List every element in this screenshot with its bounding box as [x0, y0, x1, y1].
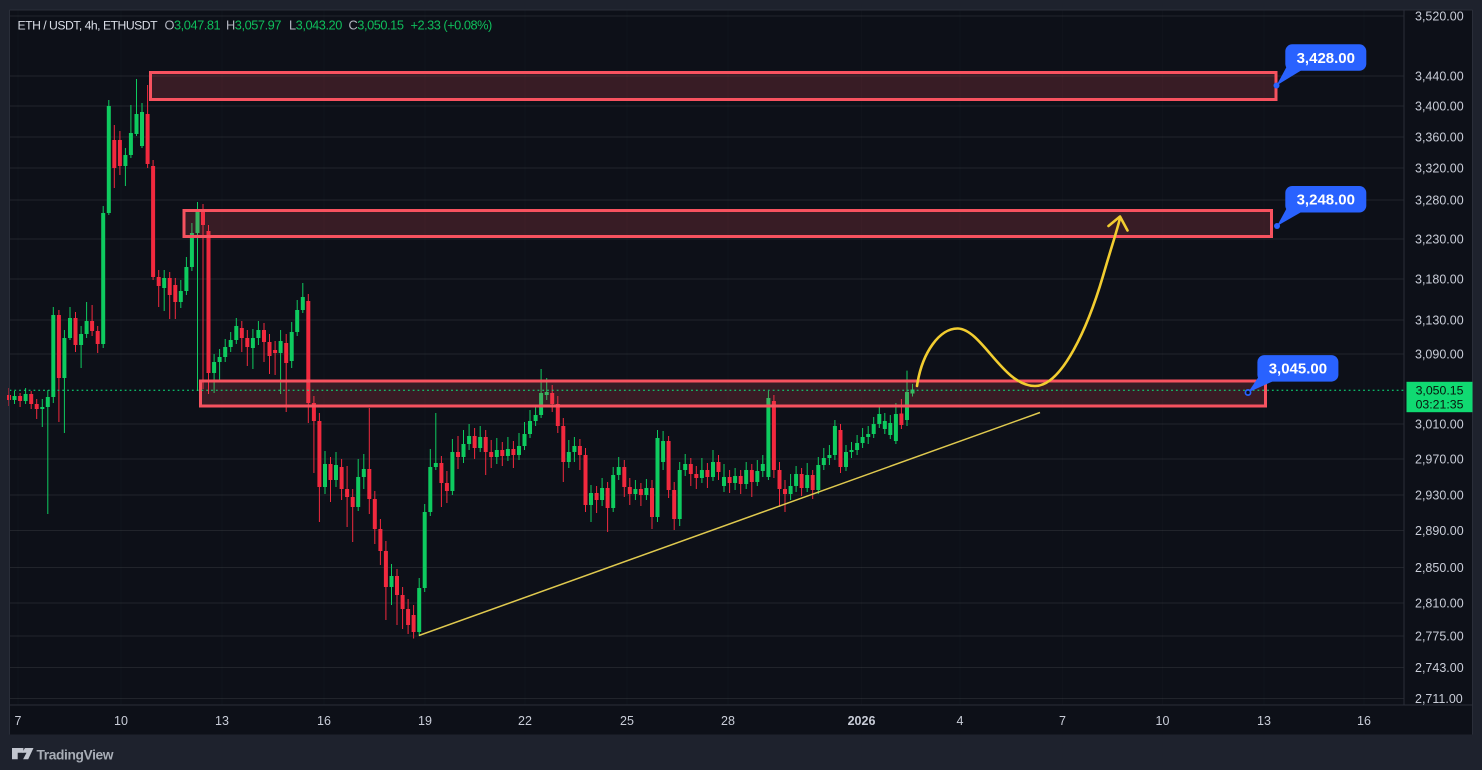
svg-text:16: 16	[1357, 714, 1371, 728]
svg-text:3,400.00: 3,400.00	[1415, 99, 1464, 113]
svg-text:13: 13	[1257, 714, 1271, 728]
svg-text:10: 10	[1156, 714, 1170, 728]
svg-text:2,890.00: 2,890.00	[1415, 524, 1464, 538]
svg-text:03:21:35: 03:21:35	[1416, 398, 1464, 412]
svg-text:2,970.00: 2,970.00	[1415, 452, 1464, 466]
svg-text:3,010.00: 3,010.00	[1415, 417, 1464, 431]
svg-text:3,360.00: 3,360.00	[1415, 130, 1464, 144]
svg-text:3,280.00: 3,280.00	[1415, 193, 1464, 207]
svg-text:L3,043.20: L3,043.20	[289, 18, 342, 33]
svg-text:2,743.00: 2,743.00	[1415, 661, 1464, 675]
svg-text:C3,050.15: C3,050.15	[349, 18, 404, 33]
svg-text:3,050.15: 3,050.15	[1416, 384, 1464, 398]
svg-text:ETH / USDT, 4h, ETHUSDT: ETH / USDT, 4h, ETHUSDT	[18, 19, 159, 33]
svg-text:3,320.00: 3,320.00	[1415, 161, 1464, 175]
svg-text:10: 10	[114, 714, 128, 728]
svg-text:TradingView: TradingView	[37, 748, 114, 763]
svg-text:28: 28	[721, 714, 735, 728]
svg-text:7: 7	[15, 714, 22, 728]
svg-text:3,428.00: 3,428.00	[1297, 50, 1355, 67]
svg-text:+2.33 (+0.08%): +2.33 (+0.08%)	[411, 18, 492, 33]
svg-text:3,440.00: 3,440.00	[1415, 69, 1464, 83]
svg-text:2026: 2026	[848, 714, 876, 728]
svg-text:3,130.00: 3,130.00	[1415, 313, 1464, 327]
svg-text:22: 22	[518, 714, 532, 728]
svg-text:2,711.00: 2,711.00	[1415, 692, 1463, 706]
svg-text:4: 4	[957, 714, 964, 728]
svg-text:O3,047.81: O3,047.81	[165, 18, 221, 33]
svg-text:16: 16	[317, 714, 331, 728]
svg-text:3,230.00: 3,230.00	[1415, 232, 1464, 246]
svg-text:2,850.00: 2,850.00	[1415, 561, 1464, 575]
svg-text:7: 7	[1059, 714, 1066, 728]
svg-text:2,930.00: 2,930.00	[1415, 488, 1464, 502]
svg-text:H3,057.97: H3,057.97	[226, 18, 281, 33]
svg-text:3,090.00: 3,090.00	[1415, 347, 1464, 361]
svg-text:25: 25	[620, 714, 634, 728]
svg-text:3,520.00: 3,520.00	[1415, 9, 1464, 23]
svg-text:3,180.00: 3,180.00	[1415, 272, 1464, 286]
svg-text:2,775.00: 2,775.00	[1415, 629, 1464, 643]
svg-text:13: 13	[215, 714, 229, 728]
svg-text:3,045.00: 3,045.00	[1269, 361, 1327, 378]
svg-text:3,248.00: 3,248.00	[1297, 191, 1355, 208]
svg-text:19: 19	[418, 714, 432, 728]
svg-text:2,810.00: 2,810.00	[1415, 596, 1464, 610]
